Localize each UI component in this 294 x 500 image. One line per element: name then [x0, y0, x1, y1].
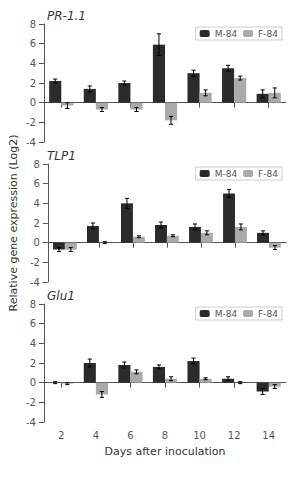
svg-text:4: 4 — [33, 198, 39, 209]
svg-text:4: 4 — [30, 58, 36, 69]
svg-text:PR-1.1: PR-1.1 — [47, 9, 86, 23]
svg-text:-4: -4 — [30, 277, 40, 288]
svg-text:-4: -4 — [26, 417, 36, 428]
svg-text:0: 0 — [30, 97, 36, 108]
svg-text:-2: -2 — [26, 117, 36, 128]
svg-text:M-84: M-84 — [215, 309, 238, 319]
svg-text:14: 14 — [262, 430, 275, 441]
svg-text:4: 4 — [93, 430, 99, 441]
svg-text:Days after inoculation: Days after inoculation — [104, 445, 225, 458]
svg-text:F-84: F-84 — [258, 169, 278, 179]
svg-text:-2: -2 — [30, 257, 40, 268]
svg-text:12: 12 — [228, 430, 241, 441]
svg-text:2: 2 — [30, 358, 36, 369]
svg-text:8: 8 — [30, 19, 36, 30]
svg-text:F-84: F-84 — [258, 29, 278, 39]
svg-text:F-84: F-84 — [258, 309, 278, 319]
svg-text:0: 0 — [30, 377, 36, 388]
svg-text:2: 2 — [30, 78, 36, 89]
svg-text:8: 8 — [162, 430, 168, 441]
svg-text:Glu1: Glu1 — [47, 289, 75, 303]
svg-text:M-84: M-84 — [215, 29, 238, 39]
svg-text:-2: -2 — [26, 397, 36, 408]
svg-text:-4: -4 — [26, 137, 36, 148]
svg-text:10: 10 — [193, 430, 206, 441]
svg-text:4: 4 — [30, 338, 36, 349]
svg-text:8: 8 — [30, 299, 36, 310]
svg-text:0: 0 — [33, 237, 39, 248]
svg-text:2: 2 — [33, 218, 39, 229]
svg-text:TLP1: TLP1 — [47, 149, 76, 163]
svg-text:6: 6 — [30, 318, 36, 329]
svg-text:M-84: M-84 — [215, 169, 238, 179]
svg-text:6: 6 — [30, 38, 36, 49]
svg-text:8: 8 — [33, 159, 39, 170]
svg-text:Relative gene expression (Log2: Relative gene expression (Log2) — [7, 135, 20, 312]
svg-text:6: 6 — [127, 430, 133, 441]
svg-text:2: 2 — [58, 430, 64, 441]
svg-text:6: 6 — [33, 178, 39, 189]
